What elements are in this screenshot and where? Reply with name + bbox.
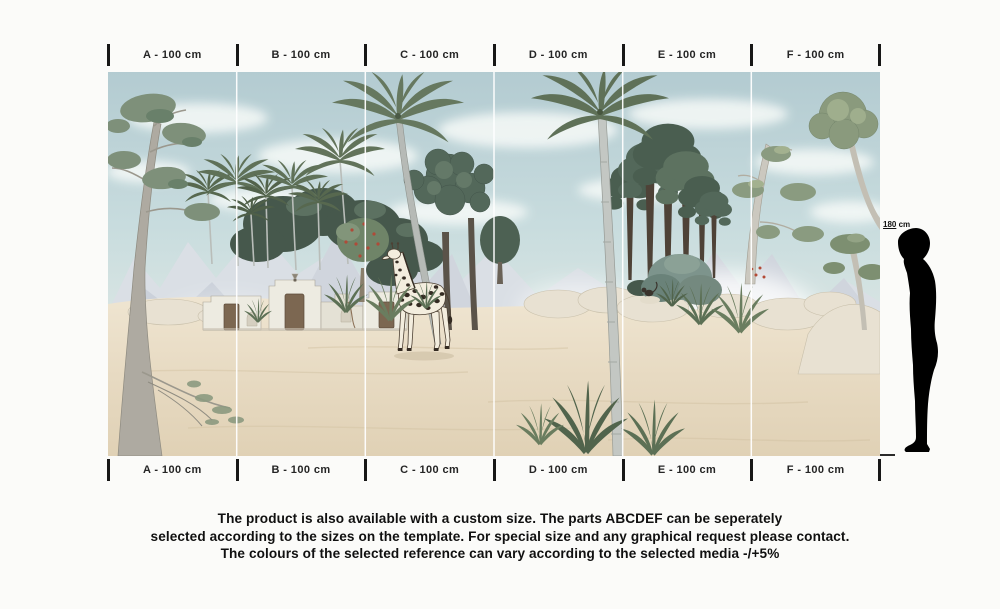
panel-label-f: F - 100 cm: [786, 49, 845, 61]
ruler-bottom: A - 100 cm B - 100 cm C - 100 cm D - 100…: [107, 459, 882, 481]
ruler-top: A - 100 cm B - 100 cm C - 100 cm D - 100…: [107, 44, 882, 66]
panel-label-b: B - 100 cm: [271, 464, 331, 476]
left-tree: [108, 93, 244, 456]
panel-label-a: A - 100 cm: [143, 464, 202, 476]
right-edge-trees: [823, 233, 880, 330]
panel-label-d: D - 100 cm: [528, 49, 588, 61]
palm-tree-large-right: [531, 72, 669, 456]
ruler-bottom-segment-b: B - 100 cm: [235, 459, 366, 481]
ruler-tick: [493, 459, 497, 481]
ruler-tick: [621, 44, 625, 66]
caption-line-2: selected according to the sizes on the t…: [150, 528, 850, 544]
panel-label-e: E - 100 cm: [657, 49, 717, 61]
figure-height-label: 180 cm: [883, 220, 910, 229]
ruler-tick: [750, 44, 754, 66]
ruler-top-segment-e: E - 100 cm: [621, 44, 752, 66]
ruler-tick: [750, 459, 754, 481]
panel-label-a: A - 100 cm: [143, 49, 202, 61]
ruler-tick: [107, 459, 110, 481]
ruler-tick: [235, 459, 239, 481]
mural-illustration: [108, 72, 880, 456]
ruler-bottom-segment-c: C - 100 cm: [364, 459, 494, 481]
top-right-round-tree: [808, 91, 880, 230]
caption-line-1: The product is also available with a cus…: [217, 511, 783, 526]
desert-houses: [202, 273, 408, 331]
fruit-tree: [336, 218, 389, 302]
monkey: [640, 281, 660, 304]
figure-height-unit: cm: [898, 220, 911, 229]
ruler-bottom-segment-e: E - 100 cm: [621, 459, 752, 481]
panel-label-c: C - 100 cm: [400, 49, 460, 61]
oasis-bush: [641, 254, 722, 305]
ruler-bottom-segment-f: F - 100 cm: [750, 459, 882, 481]
ruler-tick: [107, 44, 110, 66]
ruler-top-segment-a: A - 100 cm: [107, 44, 237, 66]
panel-label-e: E - 100 cm: [657, 464, 717, 476]
figure-ground-line: [880, 454, 895, 456]
ruler-top-segment-d: D - 100 cm: [493, 44, 623, 66]
ruler-tick: [878, 44, 882, 66]
ruler-top-segment-f: F - 100 cm: [750, 44, 882, 66]
ruler-tick: [621, 459, 625, 481]
ruler-top-segment-b: B - 100 cm: [235, 44, 366, 66]
ruler-tick: [364, 459, 368, 481]
figure-height-value: 180: [883, 220, 897, 229]
ruler-bottom-segment-d: D - 100 cm: [493, 459, 623, 481]
panel-label-f: F - 100 cm: [786, 464, 845, 476]
panel-label-c: C - 100 cm: [400, 464, 460, 476]
ruler-tick: [235, 44, 239, 66]
panel-label-d: D - 100 cm: [528, 464, 588, 476]
mural-preview-image: [108, 72, 880, 456]
human-silhouette: [898, 228, 938, 452]
custom-size-caption: The product is also available with a cus…: [0, 510, 1000, 563]
ruler-bottom-segment-a: A - 100 cm: [107, 459, 237, 481]
panel-divider-lines: [235, 72, 753, 456]
ruler-tick: [493, 44, 497, 66]
ruler-tick: [364, 44, 368, 66]
ruler-tick: [878, 459, 882, 481]
caption-line-3: The colours of the selected reference ca…: [220, 546, 780, 562]
panel-label-b: B - 100 cm: [271, 49, 331, 61]
ruler-top-segment-c: C - 100 cm: [364, 44, 494, 66]
